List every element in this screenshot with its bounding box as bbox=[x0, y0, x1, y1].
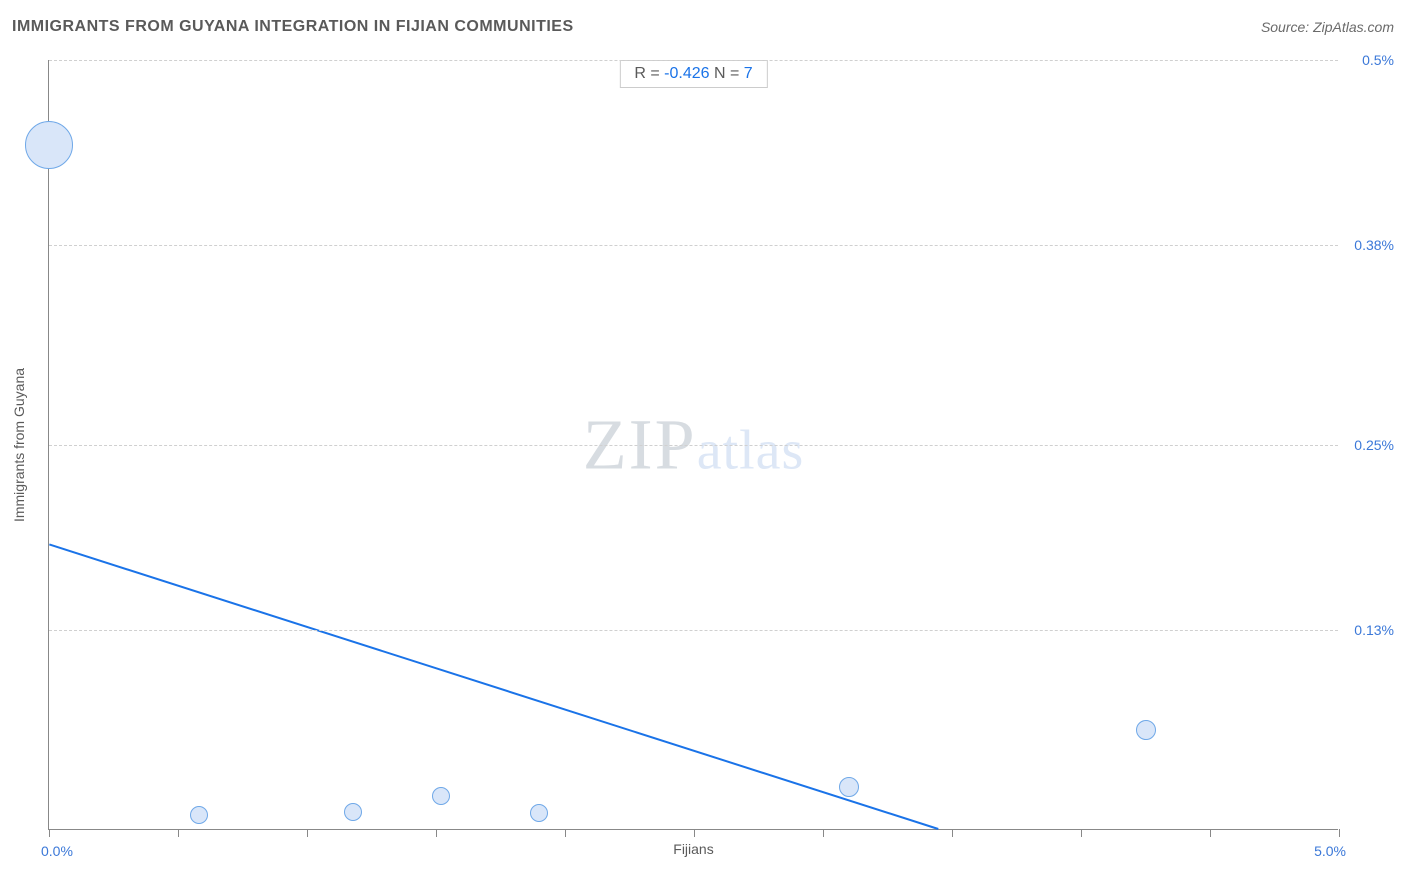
x-axis-label: Fijians bbox=[673, 841, 713, 857]
watermark-zip: ZIP bbox=[583, 404, 697, 484]
x-tick bbox=[1210, 829, 1211, 837]
chart-area: ZIPatlas R = -0.426 N = 7 Immigrants fro… bbox=[48, 60, 1338, 830]
chart-title: IMMIGRANTS FROM GUYANA INTEGRATION IN FI… bbox=[12, 18, 574, 36]
grid-line bbox=[49, 245, 1338, 246]
watermark-atlas: atlas bbox=[697, 419, 805, 481]
y-axis-label: Immigrants from Guyana bbox=[11, 367, 27, 521]
scatter-point bbox=[344, 803, 362, 821]
r-value: -0.426 bbox=[664, 65, 709, 82]
x-tick bbox=[565, 829, 566, 837]
y-tick-label: 0.13% bbox=[1354, 622, 1394, 638]
x-tick bbox=[307, 829, 308, 837]
x-tick bbox=[952, 829, 953, 837]
n-value: 7 bbox=[744, 65, 753, 82]
grid-line bbox=[49, 445, 1338, 446]
scatter-point bbox=[1136, 720, 1156, 740]
grid-line bbox=[49, 60, 1338, 61]
chart-source: Source: ZipAtlas.com bbox=[1261, 19, 1394, 35]
y-tick-label: 0.5% bbox=[1362, 52, 1394, 68]
scatter-point bbox=[839, 777, 859, 797]
x-tick bbox=[49, 829, 50, 837]
x-tick bbox=[1339, 829, 1340, 837]
x-tick bbox=[436, 829, 437, 837]
x-min-label: 0.0% bbox=[41, 843, 73, 859]
x-tick bbox=[823, 829, 824, 837]
x-tick bbox=[694, 829, 695, 837]
x-max-label: 5.0% bbox=[1314, 843, 1346, 859]
x-tick bbox=[178, 829, 179, 837]
stats-box: R = -0.426 N = 7 bbox=[619, 60, 767, 88]
x-tick bbox=[1081, 829, 1082, 837]
y-tick-label: 0.38% bbox=[1354, 237, 1394, 253]
grid-line bbox=[49, 630, 1338, 631]
scatter-point bbox=[432, 787, 450, 805]
scatter-point bbox=[25, 121, 73, 169]
n-label: N = bbox=[710, 65, 744, 82]
chart-header: IMMIGRANTS FROM GUYANA INTEGRATION IN FI… bbox=[12, 18, 1394, 36]
scatter-point bbox=[190, 806, 208, 824]
scatter-point bbox=[530, 804, 548, 822]
trend-line bbox=[49, 544, 938, 829]
y-tick-label: 0.25% bbox=[1354, 437, 1394, 453]
r-label: R = bbox=[634, 65, 664, 82]
